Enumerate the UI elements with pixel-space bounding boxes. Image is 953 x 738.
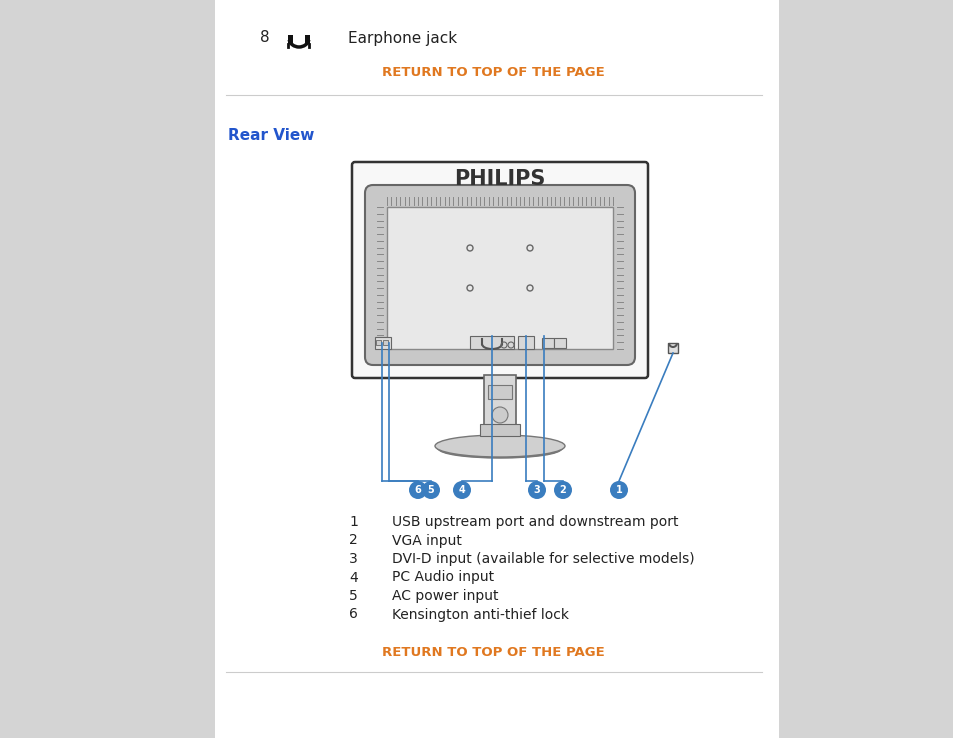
- Bar: [779, 0, 953, 738]
- Ellipse shape: [436, 438, 562, 458]
- Bar: [375, 340, 380, 345]
- Bar: [554, 338, 565, 348]
- Ellipse shape: [438, 440, 560, 458]
- Text: 5: 5: [349, 589, 357, 603]
- Text: 2: 2: [559, 485, 566, 495]
- FancyBboxPatch shape: [365, 185, 635, 365]
- Bar: [517, 336, 534, 349]
- Text: RETURN TO TOP OF THE PAGE: RETURN TO TOP OF THE PAGE: [381, 66, 604, 80]
- Text: 3: 3: [349, 552, 357, 566]
- Text: VGA input: VGA input: [392, 534, 461, 548]
- Bar: [0, 0, 214, 738]
- Bar: [667, 343, 678, 353]
- Bar: [288, 35, 293, 44]
- Text: 1: 1: [615, 485, 621, 495]
- Text: DVI-D input (available for selective models): DVI-D input (available for selective mod…: [392, 552, 694, 566]
- Bar: [479, 424, 519, 436]
- Bar: [382, 340, 388, 345]
- Circle shape: [409, 481, 427, 499]
- Bar: [488, 385, 512, 399]
- Circle shape: [492, 407, 507, 423]
- Circle shape: [609, 481, 627, 499]
- Text: 1: 1: [349, 515, 357, 529]
- Bar: [483, 375, 516, 430]
- Text: 6: 6: [415, 485, 421, 495]
- Text: PC Audio input: PC Audio input: [392, 570, 494, 584]
- Circle shape: [421, 481, 439, 499]
- Text: 4: 4: [349, 570, 357, 584]
- Bar: [541, 338, 554, 348]
- FancyBboxPatch shape: [352, 162, 647, 378]
- Text: 2: 2: [349, 534, 357, 548]
- Text: AC power input: AC power input: [392, 589, 498, 603]
- Circle shape: [554, 481, 572, 499]
- Bar: [214, 0, 779, 738]
- Bar: [387, 207, 613, 349]
- Text: 6: 6: [349, 607, 357, 621]
- Text: 4: 4: [458, 485, 465, 495]
- Text: RETURN TO TOP OF THE PAGE: RETURN TO TOP OF THE PAGE: [381, 646, 604, 660]
- Bar: [305, 35, 310, 44]
- Bar: [375, 337, 391, 349]
- Text: 5: 5: [427, 485, 434, 495]
- Text: Rear View: Rear View: [228, 128, 314, 142]
- Ellipse shape: [435, 435, 564, 457]
- Circle shape: [453, 481, 471, 499]
- Text: Kensington anti-thief lock: Kensington anti-thief lock: [392, 607, 568, 621]
- Text: PHILIPS: PHILIPS: [454, 169, 545, 189]
- Circle shape: [527, 481, 545, 499]
- Text: 3: 3: [533, 485, 539, 495]
- Text: Earphone jack: Earphone jack: [348, 30, 456, 46]
- Text: USB upstream port and downstream port: USB upstream port and downstream port: [392, 515, 678, 529]
- Bar: [470, 336, 514, 349]
- Text: 8: 8: [260, 30, 270, 46]
